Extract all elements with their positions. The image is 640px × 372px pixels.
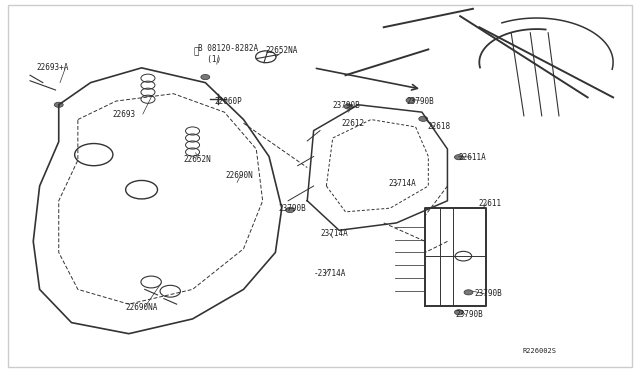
Text: 22652N: 22652N — [183, 155, 211, 164]
Circle shape — [419, 116, 428, 121]
Text: 22618: 22618 — [427, 122, 450, 131]
Text: R226002S: R226002S — [523, 349, 557, 355]
Circle shape — [285, 208, 294, 212]
Text: 22693: 22693 — [113, 109, 136, 119]
Circle shape — [201, 74, 210, 80]
Text: 22611: 22611 — [478, 199, 501, 208]
Circle shape — [406, 98, 415, 103]
Text: 22611A: 22611A — [459, 153, 486, 162]
Text: 22690NA: 22690NA — [125, 302, 158, 312]
Text: 22693+A: 22693+A — [36, 63, 69, 72]
Circle shape — [454, 155, 463, 160]
Text: 22060P: 22060P — [215, 97, 243, 106]
Text: 23790B: 23790B — [406, 97, 434, 106]
Text: 23714A: 23714A — [389, 179, 417, 187]
Text: 22652NA: 22652NA — [266, 46, 298, 55]
Circle shape — [54, 102, 63, 108]
Text: B 08120-8282A
  (1): B 08120-8282A (1) — [198, 44, 258, 64]
Circle shape — [344, 104, 353, 109]
Text: 22612: 22612 — [341, 119, 364, 128]
Text: 22690N: 22690N — [226, 171, 253, 180]
Text: 23790B: 23790B — [333, 101, 360, 110]
Text: Ⓑ: Ⓑ — [193, 47, 198, 56]
Circle shape — [464, 290, 473, 295]
Text: 23790B: 23790B — [455, 310, 483, 319]
Text: -23714A: -23714A — [314, 269, 346, 278]
Text: 23714A: 23714A — [320, 229, 348, 238]
Circle shape — [454, 310, 463, 315]
Text: 23790B: 23790B — [474, 289, 502, 298]
Text: 23790B: 23790B — [278, 204, 307, 214]
